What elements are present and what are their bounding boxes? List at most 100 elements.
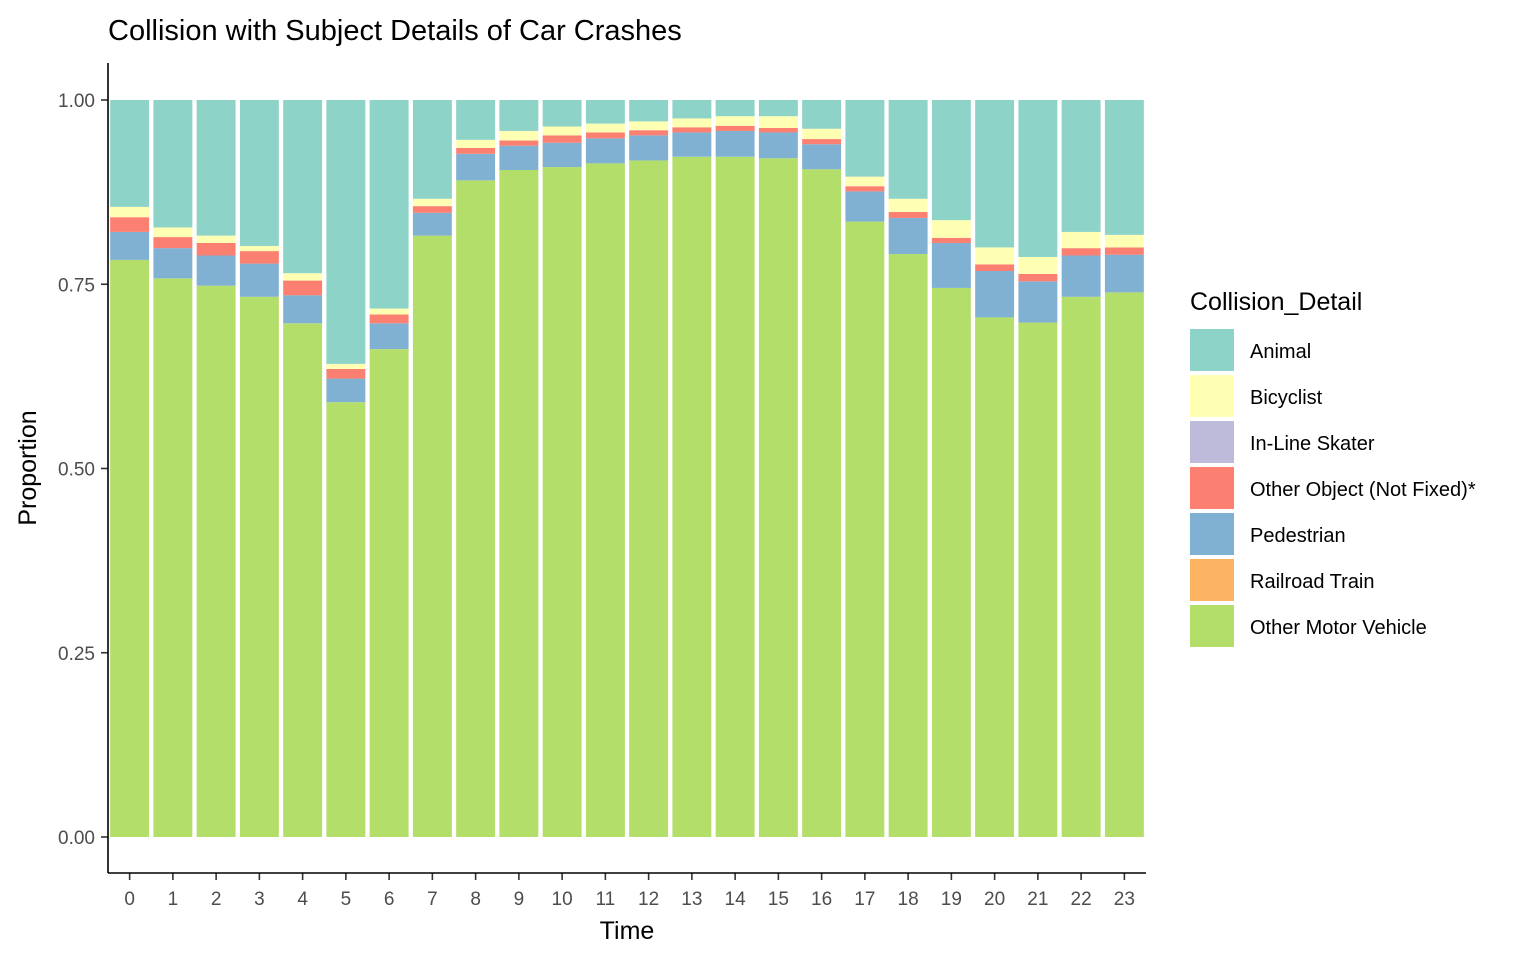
- bar-segment: [196, 100, 236, 236]
- bar-segment: [802, 169, 842, 837]
- bar-stack-7: [412, 100, 452, 837]
- y-tick-label: 0.50: [58, 460, 95, 481]
- bar-stack-14: [715, 100, 755, 837]
- bar-segment: [412, 198, 452, 207]
- bar-segment: [239, 263, 279, 297]
- bar-segment: [585, 123, 625, 133]
- bar-segment: [758, 128, 798, 133]
- x-tick-label: 4: [297, 889, 308, 910]
- legend-label: In-Line Skater: [1250, 433, 1375, 455]
- bar-segment: [672, 118, 712, 128]
- bar-segment: [110, 259, 150, 838]
- bar-segment: [931, 237, 971, 243]
- bar-segment: [499, 140, 539, 146]
- x-tick-label: 15: [768, 889, 789, 910]
- x-tick-label: 8: [470, 889, 481, 910]
- bar-segment: [585, 132, 625, 139]
- bar-segment: [542, 142, 582, 168]
- bar-segment: [845, 186, 885, 192]
- bar-segment: [412, 235, 452, 837]
- bar-stack-4: [283, 100, 323, 837]
- chart-title: Collision with Subject Details of Car Cr…: [108, 15, 682, 47]
- x-axis-ticks: 0 1 2 3 4 5 6 7 8 9 10 11 12 13 14 15 16 17 18 19 20 21 22 23: [124, 873, 1135, 910]
- bar-segment: [196, 255, 236, 286]
- bar-segment: [931, 100, 971, 221]
- bar-segment: [1061, 100, 1101, 232]
- x-tick-label: 7: [427, 889, 438, 910]
- bar-segment: [585, 163, 625, 837]
- bar-segment: [1061, 231, 1101, 249]
- bar-segment: [499, 130, 539, 141]
- x-tick-label: 9: [514, 889, 525, 910]
- bar-segment: [629, 135, 669, 161]
- bar-segment: [326, 100, 366, 364]
- bar-segment: [758, 116, 798, 129]
- bar-segment: [975, 317, 1015, 837]
- bar-stack-13: [672, 100, 712, 837]
- y-axis-title: Proportion: [14, 410, 42, 525]
- bar-stack-17: [845, 100, 885, 838]
- x-tick-label: 23: [1114, 889, 1135, 910]
- bar-segment: [1018, 322, 1058, 838]
- bar-segment: [629, 121, 669, 131]
- bar-stack-15: [758, 100, 798, 837]
- bar-segment: [456, 139, 496, 148]
- bar-segment: [802, 100, 842, 129]
- bar-segment: [283, 280, 323, 296]
- bar-segment: [845, 221, 885, 838]
- bar-segment: [1061, 296, 1101, 837]
- x-axis-title: Time: [600, 917, 655, 945]
- y-tick-label: 1.00: [58, 91, 95, 112]
- bar-segment: [888, 212, 928, 218]
- y-tick-label: 0.00: [58, 828, 95, 849]
- bar-stack-23: [1104, 100, 1144, 837]
- bar-segment: [802, 139, 842, 145]
- legend-title: Collision_Detail: [1190, 288, 1362, 316]
- bar-segment: [845, 191, 885, 222]
- bar-segment: [975, 270, 1015, 318]
- bar-stack-9: [499, 100, 539, 837]
- legend-items: Animal Bicyclist In-Line Skater Other Objec…: [1190, 329, 1476, 647]
- bar-segment: [715, 130, 755, 157]
- y-tick-label: 0.25: [58, 644, 95, 665]
- bar-segment: [153, 100, 193, 228]
- bar-segment: [110, 206, 150, 218]
- legend-label: Railroad Train: [1250, 571, 1375, 593]
- x-tick-label: 18: [898, 889, 919, 910]
- bar-segment: [629, 100, 669, 122]
- bar-segment: [845, 100, 885, 177]
- bar-segment: [499, 145, 539, 171]
- bar-segment: [283, 100, 323, 274]
- bar-segment: [326, 378, 366, 403]
- bar-segment: [239, 251, 279, 264]
- bar-segment: [1104, 292, 1144, 837]
- bar-segment: [888, 198, 928, 213]
- x-tick-label: 14: [725, 889, 747, 910]
- bar-segment: [369, 100, 409, 309]
- bar-segment: [239, 296, 279, 837]
- bar-segment: [283, 323, 323, 837]
- bar-segment: [110, 217, 150, 232]
- bar-segment: [1018, 100, 1058, 257]
- bar-segment: [1018, 256, 1058, 274]
- legend-key: [1190, 329, 1234, 371]
- bar-stack-12: [629, 100, 669, 837]
- x-tick-label: 1: [168, 889, 179, 910]
- bar-segment: [1018, 273, 1058, 282]
- bar-segment: [196, 242, 236, 256]
- bar-segment: [456, 180, 496, 837]
- bar-segment: [715, 125, 755, 131]
- y-tick-label: 0.75: [58, 275, 95, 296]
- bar-segment: [931, 242, 971, 288]
- bar-segment: [110, 100, 150, 207]
- bar-segment: [326, 363, 366, 370]
- bar-segment: [239, 100, 279, 246]
- bar-segment: [283, 273, 323, 281]
- bar-stack-6: [369, 100, 409, 837]
- bar-segment: [499, 170, 539, 837]
- bar-segment: [153, 237, 193, 249]
- bar-stack-1: [153, 100, 193, 837]
- bar-segment: [629, 130, 669, 136]
- bar-segment: [542, 100, 582, 127]
- bar-segment: [283, 295, 323, 324]
